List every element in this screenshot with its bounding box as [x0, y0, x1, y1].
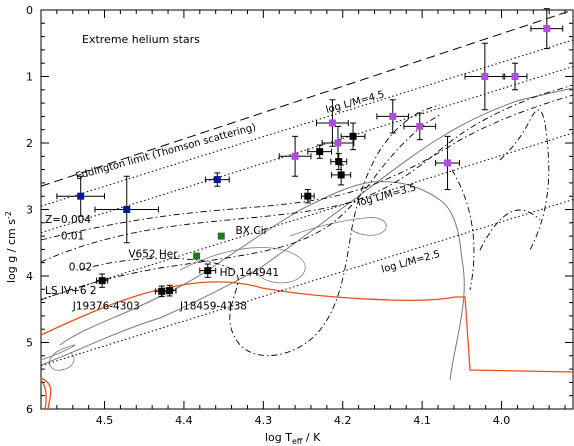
line-label: Eddington limit (Thomson scattering): [75, 122, 258, 182]
annotation-label: J19376-4303: [72, 300, 140, 312]
data-point-black: [337, 171, 345, 179]
data-point-green: [193, 252, 201, 260]
lm-ratio-line: [40, 132, 574, 300]
annotations: Z=0.004 0.01 0.02 V652 Her BX Cir HD 144941 LS…: [45, 214, 279, 312]
y-tick-label: 5: [26, 337, 33, 350]
x-axis-label: log Teff / K: [265, 431, 321, 446]
data-point-purple: [511, 73, 519, 80]
lm-ratio-line: [40, 66, 574, 234]
x-tick-label: 4.3: [255, 414, 273, 427]
annotation-label: HD 144941: [220, 267, 279, 279]
line-label: log L/M=3.5: [356, 182, 417, 209]
data-point-black: [349, 132, 357, 140]
data-point-purple: [389, 112, 397, 120]
data-point-green: [217, 232, 225, 240]
x-axis-label-unit: / K: [302, 431, 321, 444]
y-axis-label-sup: -2: [4, 211, 13, 219]
annotation-label: 0.02: [69, 262, 92, 274]
annotation-label: J18459-4138: [179, 300, 247, 312]
data-point-black: [98, 277, 106, 285]
track-line: [40, 281, 574, 373]
reference-lines: Eddington limit (Thomson scattering) log …: [40, 9, 574, 367]
annotation-label: Z=0.004: [45, 214, 91, 226]
evolution-tracks: [40, 84, 574, 410]
data-point-black: [304, 192, 312, 200]
data-point-blue: [123, 206, 131, 213]
annotation-label: BX Cir: [236, 225, 269, 237]
x-axis-label-sub: eff: [292, 437, 303, 446]
track-line-dashdot: [40, 94, 574, 241]
track-line-dashdot: [79, 104, 441, 357]
data-point-black: [204, 267, 212, 275]
chart-title: Extreme helium stars: [82, 33, 200, 46]
y-axis-label-main: log g / cm s: [5, 219, 18, 283]
data-point-purple: [416, 122, 424, 130]
data-point-blue: [77, 192, 85, 200]
axis-ticks: 4.5 4.4 4.3 4.2 4.1 4.0 0 1 2 3 4 5 6: [26, 4, 573, 427]
track-line-dashdot: [40, 84, 574, 263]
data-point-purple: [291, 152, 299, 160]
track-line: [179, 247, 306, 284]
y-tick-label: 2: [26, 137, 33, 150]
x-tick-label: 4.4: [175, 414, 193, 427]
line-label: log L/M=2.5: [380, 249, 441, 276]
data-point-blue: [213, 176, 221, 184]
y-tick-label: 6: [26, 403, 33, 416]
annotation-label: V652 Her: [128, 248, 178, 260]
track-line: [59, 181, 465, 381]
track-line: [289, 217, 387, 237]
y-tick-label: 1: [26, 71, 33, 84]
y-axis-label: log g / cm s-2: [4, 211, 18, 283]
track-line-dashdot: [40, 114, 441, 301]
y-tick-label: 3: [26, 204, 33, 217]
track-line: [40, 87, 574, 366]
track-line: [40, 344, 76, 371]
eddington-limit-line: [40, 9, 574, 187]
annotation-label: LS IV+6 2: [45, 285, 97, 297]
track-line-dashdot: [499, 109, 550, 251]
x-tick-label: 4.0: [493, 414, 511, 427]
annotation-label: 0.01: [61, 230, 84, 242]
x-tick-label: 4.5: [96, 414, 114, 427]
x-tick-label: 4.1: [413, 414, 431, 427]
data-point-black: [335, 158, 343, 166]
track-line-dashdot: [451, 169, 541, 291]
track-line: [40, 377, 52, 410]
y-tick-label: 4: [26, 270, 33, 283]
data-point-black: [166, 287, 174, 295]
data-point-purple: [328, 119, 336, 127]
data-point-purple: [543, 25, 551, 33]
x-axis-label-main: log T: [265, 431, 292, 444]
data-point-purple: [444, 159, 452, 167]
lm-ratio-line: [40, 39, 574, 207]
lm-ratio-line: [40, 199, 574, 367]
data-point-black: [158, 287, 166, 295]
x-tick-label: 4.2: [334, 414, 352, 427]
data-point-black: [316, 148, 324, 156]
data-point-purple: [334, 139, 342, 147]
y-tick-label: 0: [26, 4, 33, 17]
data-point-purple: [481, 73, 489, 80]
line-label: log L/M=4.5: [325, 89, 386, 116]
data-points: [56, 8, 564, 298]
